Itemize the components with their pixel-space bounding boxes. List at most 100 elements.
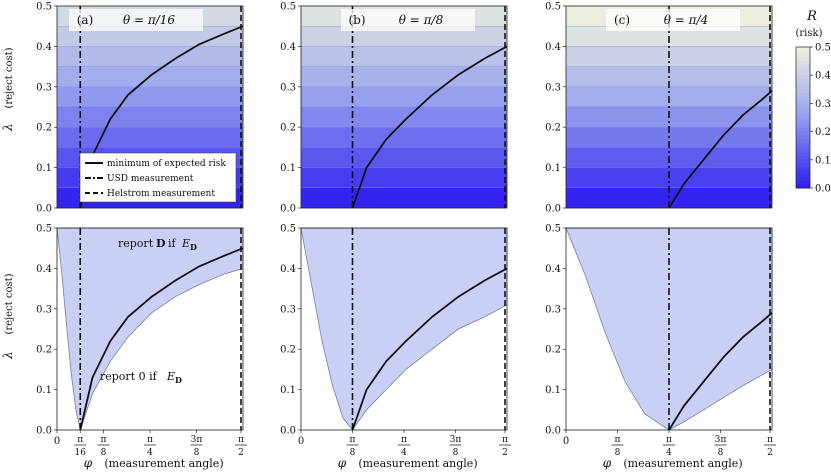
colorbar-gradient-step <box>796 103 810 108</box>
colorbar-gradient-step <box>796 75 810 80</box>
region-panel-3-ytick-label: 0.5 <box>545 224 561 235</box>
region-panel-3-xtick-label: π8 <box>611 435 624 458</box>
colorbar-gradient-step <box>796 78 810 83</box>
colorbar-gradient-step <box>796 121 810 126</box>
region-panel-1-xtick-label: π4 <box>144 435 156 458</box>
region-panel-2-xtick-den: 4 <box>401 448 407 458</box>
region-panel-3-xtick-den: 2 <box>767 448 773 458</box>
region-panel-2-xtick-den: 8 <box>453 448 459 458</box>
colorbar-gradient-step <box>796 159 810 164</box>
region-panel-1-reject-region <box>56 227 244 432</box>
heatmap-panel-3-ytick-label: 0.2 <box>545 123 561 134</box>
region-panel-1-ytick-label: 0.2 <box>36 345 52 356</box>
region-panel-1-ytick-label: 0.0 <box>36 426 52 437</box>
region-panel-1-xtick-den: 16 <box>75 448 87 458</box>
colorbar-gradient-step <box>796 173 810 178</box>
heatmap-panel-1-band <box>57 86 243 107</box>
colorbar-gradient-step <box>796 149 810 154</box>
colorbar-title-text: (risk) <box>796 28 823 39</box>
colorbar-gradient-step <box>796 170 810 175</box>
annotation-report-0: report 0 if <box>100 370 158 383</box>
region-panel-1-optimal-curve <box>79 247 244 431</box>
heatmap-panel-3-label: (c) <box>614 13 630 27</box>
heatmap-panel-1-ytick-label: 0.5 <box>36 2 52 13</box>
region-panel-3-xtick-label: π4 <box>663 435 675 458</box>
heatmap-panel-2-ytick-label: 0.0 <box>280 204 296 215</box>
colorbar-gradient-step <box>796 54 810 59</box>
region-panel-2-optimal-curve <box>351 267 508 431</box>
colorbar-gradient-step <box>796 47 810 52</box>
heatmap-panel-1-band <box>57 127 243 148</box>
region-panel-1-xtick-num: π <box>238 435 244 445</box>
colorbar-gradient-step <box>796 71 810 76</box>
colorbar-gradient-step <box>796 96 810 101</box>
ylabel-symbol-top: λ <box>1 123 15 132</box>
annotation-report-D-if: if <box>168 237 177 250</box>
region-panel-3-xtick-num: π <box>615 435 621 445</box>
colorbar-tick-label: 0.4 <box>815 71 831 82</box>
colorbar-gradient-step <box>796 163 810 168</box>
colorbar-gradient-step <box>796 110 810 115</box>
heatmap-panel-1-label: (a) <box>77 13 94 27</box>
heatmap-panel-2-band <box>301 147 507 168</box>
region-panel-2-ytick-label: 0.4 <box>280 264 296 275</box>
region-panel-2-ytick-label: 0.2 <box>280 345 296 356</box>
legend-entry-1: minimum of expected risk <box>107 159 226 169</box>
heatmap-panel-3-label-box <box>606 9 740 31</box>
region-panel-2-xtick-label: 3π8 <box>449 435 462 458</box>
heatmap-panel-2: (b) θ = π/8 0.0 0.1 0.2 0.3 0.4 0.5 <box>280 2 508 215</box>
colorbar-gradient-step <box>796 85 810 90</box>
colorbar-frame <box>795 46 811 189</box>
region-panel-1-xtick-den: 8 <box>101 448 107 458</box>
colorbar-tick-label: 0.3 <box>815 99 831 110</box>
region-panel-3-xtick-den: 8 <box>718 448 724 458</box>
colorbar-gradient-step <box>796 138 810 143</box>
region-panel-2-reject-region <box>300 227 508 431</box>
heatmap-panel-1-ytick-label: 0.3 <box>36 82 52 93</box>
colorbar-gradient-step <box>796 113 810 118</box>
region-panel-3-xtick-label: 0 <box>563 436 569 447</box>
heatmap-panel-3-title: θ = π/4 <box>664 13 708 27</box>
colorbar-gradient-step <box>796 124 810 129</box>
region-panel-2-xtick-num: π <box>350 435 356 445</box>
colorbar-gradient-step <box>796 152 810 157</box>
xlabel-text-1: (measurement angle) <box>104 457 223 470</box>
heatmap-panel-1-label-box <box>69 9 203 31</box>
region-panel-2-ytick-label: 0.3 <box>280 304 296 315</box>
colorbar-title-symbol: R <box>806 9 817 24</box>
colorbar-gradient-step <box>796 89 810 94</box>
heatmap-panel-2-ytick-label: 0.3 <box>280 82 296 93</box>
heatmap-panel-2-ytick-label: 0.4 <box>280 42 296 53</box>
region-panel-1-xtick-den: 2 <box>238 448 244 458</box>
heatmap-panel-2-band <box>301 127 507 148</box>
region-panel-1-ytick-label: 0.3 <box>36 304 52 315</box>
region-panel-3-ytick-label: 0.1 <box>545 385 561 396</box>
region-panel-2-xtick-num: π <box>502 435 508 445</box>
colorbar-gradient-step <box>796 135 810 140</box>
colorbar-tick-label: 0.1 <box>815 155 831 166</box>
region-panel-1-xtick-label: π8 <box>97 435 110 458</box>
colorbar-gradient-step <box>796 142 810 147</box>
xlabel-symbol-2: φ <box>338 456 347 470</box>
region-panel-1-xtick-label: π 16 <box>74 435 87 458</box>
colorbar-gradient-step <box>796 184 810 189</box>
colorbar-gradient-step <box>796 57 810 62</box>
region-panel-2-xtick-label: π4 <box>398 435 410 458</box>
legend: minimum of expected risk USD measurement H… <box>79 152 237 203</box>
region-panel-3-xtick-den: 4 <box>666 448 672 458</box>
legend-entry-2: USD measurement <box>107 174 194 184</box>
region-panel-3-xtick-num: 3π <box>715 435 727 445</box>
heatmap-panel-1-band <box>57 46 243 67</box>
heatmap-panel-3-ytick-label: 0.1 <box>545 163 561 174</box>
colorbar-tick-label: 0.5 <box>815 43 831 54</box>
region-panel-1-xtick-num: 3π <box>191 435 203 445</box>
heatmap-panel-1-band <box>57 26 243 47</box>
region-panel-3-xtick-label: π2 <box>764 435 776 458</box>
colorbar-tick-label: 0.0 <box>815 184 831 195</box>
colorbar-tick-label: 0.2 <box>815 127 831 138</box>
region-panel-2-xtick-label: 0 <box>298 436 304 447</box>
colorbar-gradient-step <box>796 68 810 73</box>
heatmap-panel-2-band <box>301 86 507 107</box>
